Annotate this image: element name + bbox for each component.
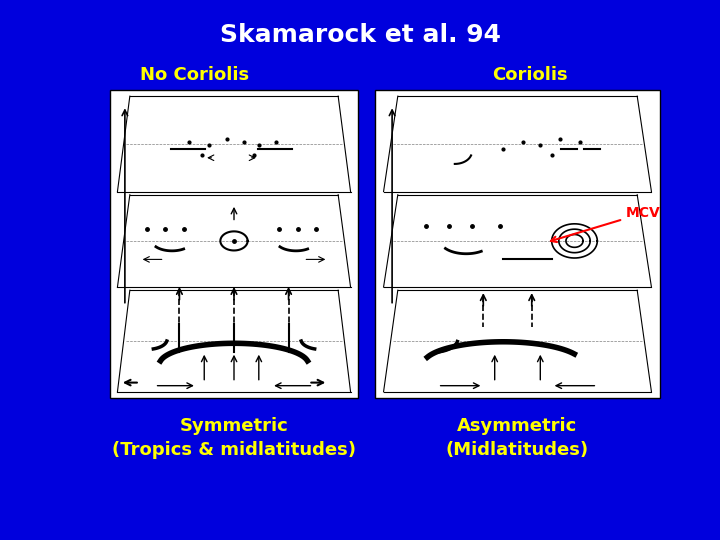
Text: Skamarock et al. 94: Skamarock et al. 94 <box>220 23 500 47</box>
Text: Coriolis: Coriolis <box>492 66 568 84</box>
Text: Asymmetric: Asymmetric <box>457 417 577 435</box>
Text: (Midlatitudes): (Midlatitudes) <box>446 441 589 459</box>
Text: (Tropics & midlatitudes): (Tropics & midlatitudes) <box>112 441 356 459</box>
Text: MCV: MCV <box>551 206 660 242</box>
Polygon shape <box>375 90 660 398</box>
Text: No Coriolis: No Coriolis <box>140 66 250 84</box>
Polygon shape <box>110 90 358 398</box>
Text: Symmetric: Symmetric <box>179 417 289 435</box>
